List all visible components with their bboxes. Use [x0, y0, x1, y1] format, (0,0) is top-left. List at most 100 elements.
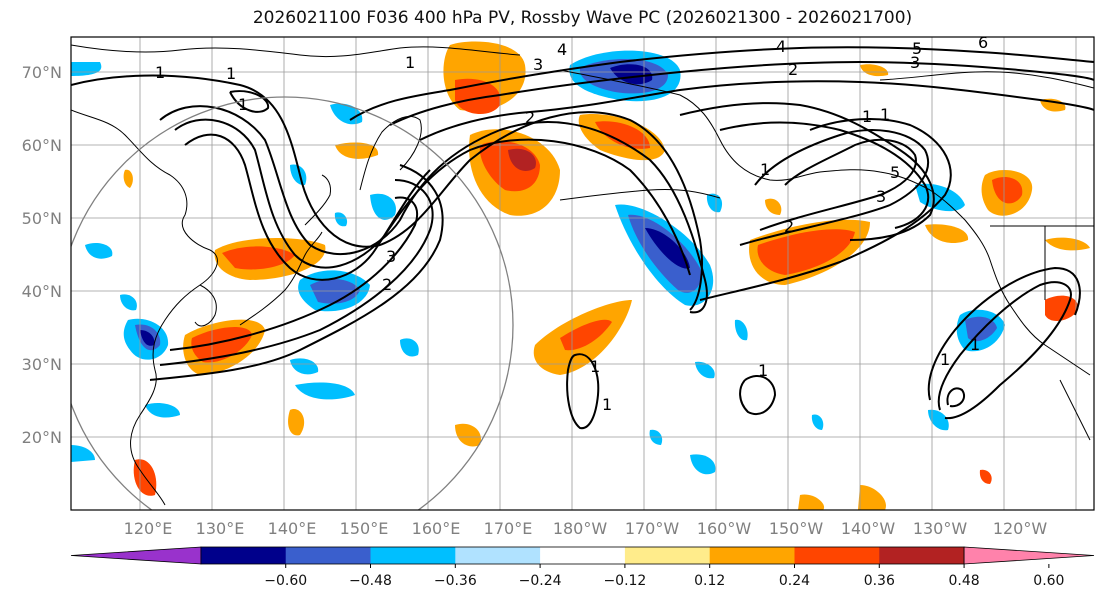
contour-label: 3: [533, 55, 543, 74]
contour-label: 3: [876, 187, 886, 206]
lon-label: 150°E: [340, 519, 389, 538]
pv-positive-anomaly: [560, 319, 612, 351]
map-background: [71, 37, 1094, 510]
pv-contour-line: [159, 179, 434, 366]
lon-label: 120°W: [993, 519, 1048, 538]
pv-positive-anomaly: [595, 121, 650, 149]
colorbar-segment: [794, 547, 880, 564]
pv-contour-line: [927, 266, 1081, 401]
pv-negative-anomaly: [706, 193, 723, 213]
lon-label: 120°E: [124, 519, 173, 538]
lon-label: 180°W: [553, 519, 608, 538]
contour-label: 6: [978, 33, 988, 52]
lat-label: 50°N: [22, 209, 62, 228]
contour-label: 1: [970, 335, 980, 354]
colorbar-tick-labels: −0.60 −0.48 −0.36 −0.24 −0.12 0.12 0.24 0.36 0.4…: [264, 564, 1064, 589]
korea-coastline: [194, 284, 217, 327]
pv-negative-anomaly: [290, 358, 319, 375]
pv-negative-anomaly: [295, 382, 355, 400]
contour-label: 2: [525, 108, 535, 127]
pv-contour-line: [566, 353, 600, 430]
colorbar-tick-label: −0.60: [264, 573, 307, 589]
contour-label: 5: [912, 39, 922, 58]
colorbar-extend-min: [70, 546, 202, 565]
colorbar-tick-label: 0.48: [948, 573, 979, 589]
lon-label: 160°W: [697, 519, 752, 538]
pv-positive-anomaly: [455, 423, 481, 447]
pv-contour-line: [719, 121, 930, 229]
lat-label: 20°N: [22, 428, 62, 447]
pv-contour-line: [71, 74, 703, 311]
pv-negative-anomaly: [610, 64, 653, 85]
lon-label: 160°E: [412, 519, 461, 538]
lon-label: 140°W: [841, 519, 896, 538]
colorbar-segment: [455, 547, 541, 564]
japan-north-coastline: [304, 174, 331, 226]
pv-contour-line: [937, 281, 1072, 420]
pv-positive-anomaly: [860, 64, 889, 77]
contour-label: 1: [940, 350, 950, 369]
colorbar-tick-label: 0.60: [1033, 573, 1064, 589]
contour-label: 4: [557, 40, 567, 59]
contour-label-group: 1 1 1 1 2 3 4 5 6 2 1 3 1 2 3 1 4 5 3 2 …: [155, 33, 988, 414]
lat-label: 30°N: [22, 355, 62, 374]
pv-positive-anomaly: [757, 229, 855, 275]
longitude-labels: 120°E 130°E 140°E 150°E 160°E 170°E 180°…: [124, 519, 1048, 538]
pv-positive-anomaly: [1045, 237, 1090, 251]
colorbar-tick-label: 0.12: [694, 573, 725, 589]
colorbar: −0.60 −0.48 −0.36 −0.24 −0.12 0.12 0.24 0.36 0.4…: [70, 546, 1095, 589]
map-frame: [70, 36, 1095, 511]
contour-label: 1: [226, 64, 236, 83]
pv-contour-line: [759, 138, 917, 231]
pv-negative-anomaly: [690, 454, 716, 475]
contour-label: 1: [760, 160, 770, 179]
contour-label: 1: [590, 357, 600, 376]
pv-positive-anomaly: [858, 485, 886, 510]
pv-positive-anomaly: [191, 326, 252, 363]
pv-contour-line: [349, 46, 1094, 121]
colorbar-segment: [370, 547, 456, 564]
contour-label: 5: [890, 163, 900, 182]
pv-negative-anomaly: [370, 193, 396, 220]
contour-label: 2: [784, 217, 794, 236]
pv-negative-anomaly: [400, 338, 419, 357]
kamchatka-coastline: [359, 116, 422, 191]
pv-contour-line: [149, 164, 444, 381]
colorbar-segment: [624, 547, 711, 564]
baja-coastline: [1059, 379, 1091, 441]
pv-negative-anomaly: [645, 228, 690, 269]
map-title: 2026021100 F036 400 hPa PV, Rossby Wave …: [252, 8, 913, 28]
lat-label: 60°N: [22, 136, 62, 155]
colorbar-tick-label: 0.36: [864, 573, 895, 589]
colorbar-segments: [70, 546, 1095, 565]
pv-negative-anomaly: [145, 403, 180, 418]
contour-label: 1: [602, 395, 612, 414]
japan-coastline: [239, 231, 323, 326]
canada-coastline: [929, 189, 1091, 376]
pv-contour-line: [159, 105, 708, 314]
pv-positive-anomaly: [123, 169, 133, 188]
colorbar-tick-label: −0.12: [603, 573, 646, 589]
contour-label: 1: [862, 107, 872, 126]
pv-negative-anomaly: [120, 294, 137, 311]
pv-negative-anomaly: [811, 414, 824, 430]
pv-contour-line: [699, 118, 952, 301]
graticule: [71, 37, 1094, 510]
lat-label: 40°N: [22, 282, 62, 301]
contour-label: 1: [880, 105, 890, 124]
pv-contours: [71, 46, 1094, 430]
lon-label: 170°E: [484, 519, 533, 538]
pv-negative-anomaly: [85, 243, 113, 259]
pv-positive-anomaly: [335, 142, 379, 159]
colorbar-tick-label: −0.24: [519, 573, 562, 589]
latitude-labels: 70°N 60°N 50°N 40°N 30°N 20°N: [22, 63, 62, 447]
contour-label: 1: [758, 361, 768, 380]
pv-negative-anomaly: [334, 212, 348, 227]
colorbar-segment: [709, 547, 795, 564]
contour-label: 3: [386, 247, 396, 266]
pv-positive-anomaly: [979, 469, 992, 484]
colorbar-segment: [879, 547, 965, 564]
pv-negative-anomaly: [71, 62, 102, 76]
pv-contour-line: [184, 133, 431, 281]
